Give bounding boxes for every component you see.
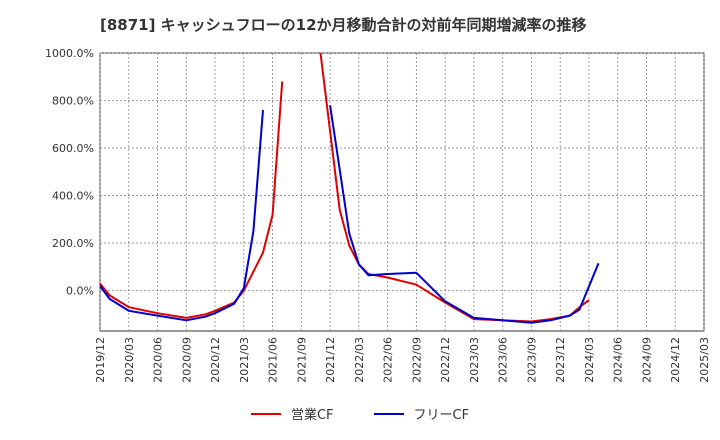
x-tick-label: 2022/12 (439, 337, 452, 383)
x-tick-label: 2025/03 (698, 337, 711, 383)
x-tick-label: 2020/12 (209, 337, 222, 383)
x-tick-label: 2021/09 (295, 337, 308, 383)
x-tick-label: 2022/09 (410, 337, 423, 383)
x-tick-label: 2020/06 (152, 337, 165, 383)
y-tick-label: 600.0% (52, 142, 94, 155)
x-tick-label: 2023/06 (497, 337, 510, 383)
y-tick-label: 0.0% (66, 285, 94, 298)
chart-title: [8871] キャッシュフローの12か月移動合計の対前年同期増減率の推移 (100, 16, 587, 34)
y-tick-label: 1000.0% (45, 47, 94, 60)
x-tick-label: 2024/12 (669, 337, 682, 383)
x-tick-label: 2021/03 (238, 337, 251, 383)
x-tick-label: 2020/03 (123, 337, 136, 383)
legend-swatch-free-cf (373, 412, 404, 415)
x-tick-label: 2020/09 (180, 337, 193, 383)
series-line-free-cf (100, 109, 264, 322)
x-tick-label: 2023/03 (468, 337, 481, 383)
legend-label-operating-cf: 営業CF (290, 408, 334, 423)
legend: 営業CF フリーCF (0, 404, 720, 423)
x-tick-label: 2021/12 (324, 337, 337, 383)
x-tick-label: 2022/06 (382, 337, 395, 383)
series-group (100, 53, 600, 324)
y-tick-label: 200.0% (52, 237, 94, 250)
x-tick-label: 2023/09 (525, 337, 538, 383)
series-line-free-cf (329, 105, 600, 324)
series-line-operating-cf (100, 81, 284, 319)
x-tick-label: 2024/09 (640, 337, 653, 383)
x-tick-label: 2023/12 (554, 337, 567, 383)
x-tick-label: 2024/06 (612, 337, 625, 383)
y-axis-ticks: 0.0% 200.0% 400.0% 600.0% 800.0% 1000.0% (45, 47, 94, 298)
legend-item-operating-cf: 営業CF (250, 404, 334, 423)
x-tick-label: 2024/03 (583, 337, 596, 383)
y-tick-label: 800.0% (52, 95, 94, 108)
legend-label-free-cf: フリーCF (413, 408, 470, 423)
y-tick-label: 400.0% (52, 190, 94, 203)
legend-swatch-operating-cf (250, 412, 281, 415)
x-tick-label: 2019/12 (94, 337, 107, 383)
x-tick-label: 2021/06 (267, 337, 280, 383)
plot-area (99, 52, 705, 332)
grid-lines (99, 52, 705, 331)
legend-item-free-cf: フリーCF (373, 404, 470, 423)
x-axis-ticks: 2019/12 2020/03 2020/06 2020/09 2020/12 2021/… (94, 337, 711, 383)
x-tick-label: 2022/03 (353, 337, 366, 383)
